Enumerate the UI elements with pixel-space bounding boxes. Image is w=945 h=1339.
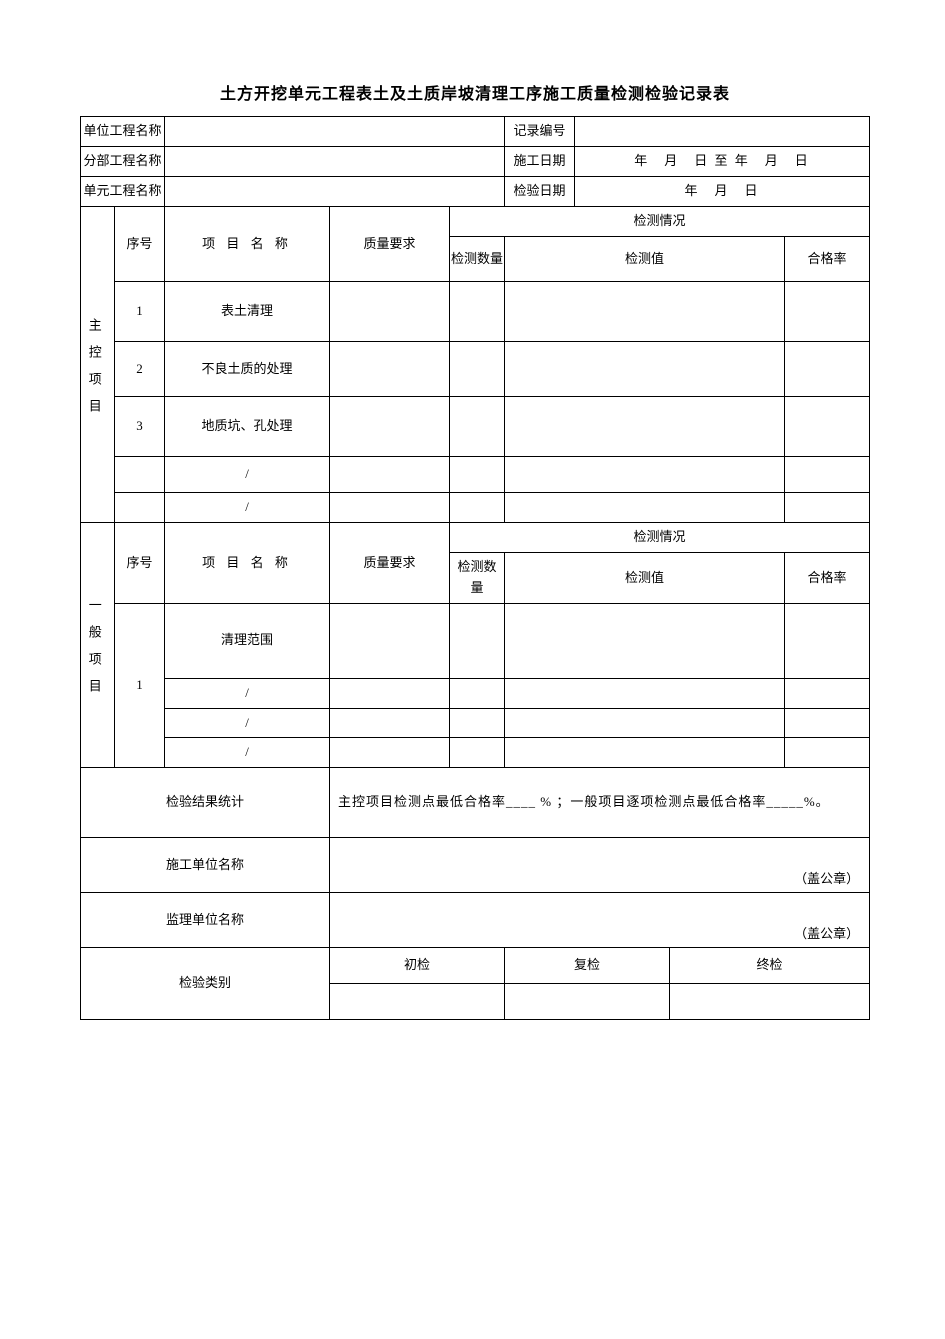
record-no-label: 记录编号: [505, 117, 575, 147]
result-stats-label: 检验结果统计: [81, 768, 330, 838]
cell: [505, 342, 785, 397]
main-row-name: 不良土质的处理: [165, 342, 330, 397]
cell: [330, 738, 450, 768]
cell: [785, 342, 870, 397]
col-seq: 序号: [115, 207, 165, 282]
cell: [505, 603, 785, 678]
main-row-seq: 2: [115, 342, 165, 397]
cell: [450, 457, 505, 493]
main-section-label: 主控项目: [81, 207, 115, 523]
sub-project-label: 分部工程名称: [81, 147, 165, 177]
slash: /: [165, 493, 330, 523]
general-section-label: 一般项目: [81, 523, 115, 768]
general-row-seq: 1: [115, 603, 165, 767]
main-row-name: 地质坑、孔处理: [165, 397, 330, 457]
construction-unit-seal: （盖公章）: [330, 838, 870, 893]
sub-project-value: [165, 147, 505, 177]
inspection-date-value: 年 月 日: [575, 177, 870, 207]
cell: [115, 493, 165, 523]
inspection-date-label: 检验日期: [505, 177, 575, 207]
cell: [785, 708, 870, 738]
cell: [330, 457, 450, 493]
cell: [505, 738, 785, 768]
cell: [505, 282, 785, 342]
cell: [785, 397, 870, 457]
element-project-label: 单元工程名称: [81, 177, 165, 207]
construction-unit-label: 施工单位名称: [81, 838, 330, 893]
col-qty: 检测数量: [450, 553, 505, 604]
cell: [330, 342, 450, 397]
initial-inspection-value: [330, 984, 505, 1020]
col-value: 检测值: [505, 553, 785, 604]
col-inspection-status: 检测情况: [450, 523, 870, 553]
cell: [785, 457, 870, 493]
main-row-name: 表土清理: [165, 282, 330, 342]
main-row-seq: 1: [115, 282, 165, 342]
slash: /: [165, 678, 330, 708]
cell: [450, 282, 505, 342]
cell: [785, 738, 870, 768]
unit-project-label: 单位工程名称: [81, 117, 165, 147]
cell: [785, 603, 870, 678]
cell: [450, 397, 505, 457]
re-inspection-label: 复检: [505, 948, 670, 984]
slash: /: [165, 708, 330, 738]
supervision-unit-seal: （盖公章）: [330, 893, 870, 948]
col-item-name: 项 目 名 称: [165, 523, 330, 604]
cell: [330, 397, 450, 457]
cell: [505, 397, 785, 457]
cell: [450, 708, 505, 738]
cell: [330, 493, 450, 523]
unit-project-value: [165, 117, 505, 147]
construction-date-label: 施工日期: [505, 147, 575, 177]
supervision-unit-label: 监理单位名称: [81, 893, 330, 948]
cell: [450, 603, 505, 678]
cell: [785, 282, 870, 342]
cell: [450, 493, 505, 523]
cell: [505, 678, 785, 708]
cell: [505, 493, 785, 523]
record-no-value: [575, 117, 870, 147]
cell: [785, 678, 870, 708]
col-quality-req: 质量要求: [330, 523, 450, 604]
inspection-category-label: 检验类别: [81, 948, 330, 1020]
re-inspection-value: [505, 984, 670, 1020]
cell: [330, 708, 450, 738]
slash: /: [165, 457, 330, 493]
cell: [450, 342, 505, 397]
cell: [505, 708, 785, 738]
result-stats-text: 主控项目检测点最低合格率____ % ；一般项目逐项检测点最低合格率_____%…: [330, 768, 870, 838]
cell: [330, 603, 450, 678]
col-seq: 序号: [115, 523, 165, 604]
col-qty: 检测数量: [450, 236, 505, 282]
cell: [785, 493, 870, 523]
page-title: 土方开挖单元工程表土及土质岸坡清理工序施工质量检测检验记录表: [80, 80, 870, 104]
slash: /: [165, 738, 330, 768]
col-pass-rate: 合格率: [785, 553, 870, 604]
construction-date-value: 年 月 日 至 年 月 日: [575, 147, 870, 177]
final-inspection-value: [670, 984, 870, 1020]
cell: [505, 457, 785, 493]
col-inspection-status: 检测情况: [450, 207, 870, 237]
general-row-name: 清理范围: [165, 603, 330, 678]
cell: [450, 738, 505, 768]
col-item-name: 项 目 名 称: [165, 207, 330, 282]
cell: [450, 678, 505, 708]
element-project-value: [165, 177, 505, 207]
col-quality-req: 质量要求: [330, 207, 450, 282]
main-row-seq: 3: [115, 397, 165, 457]
initial-inspection-label: 初检: [330, 948, 505, 984]
cell: [330, 282, 450, 342]
cell: [330, 678, 450, 708]
inspection-table: 单位工程名称 记录编号 分部工程名称 施工日期 年 月 日 至 年 月 日 单元…: [80, 116, 870, 1020]
col-pass-rate: 合格率: [785, 236, 870, 282]
cell: [115, 457, 165, 493]
final-inspection-label: 终检: [670, 948, 870, 984]
col-value: 检测值: [505, 236, 785, 282]
